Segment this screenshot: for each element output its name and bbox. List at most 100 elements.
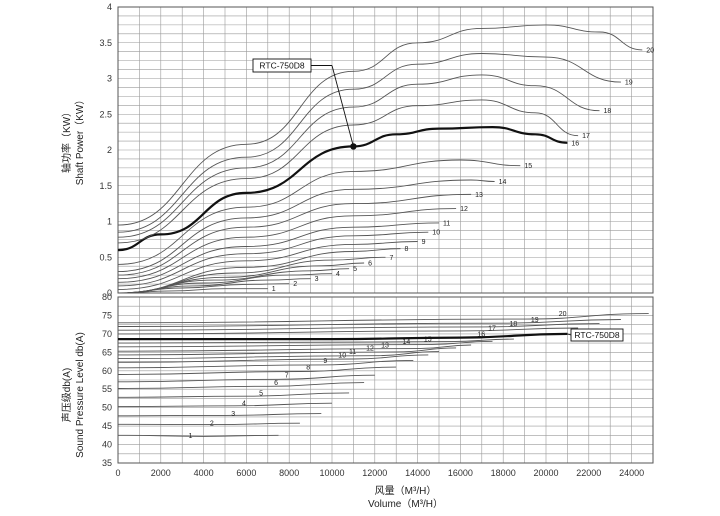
series-curve-13	[117, 344, 472, 352]
series-curve-9	[117, 241, 418, 290]
series-label-20: 20	[646, 47, 654, 54]
x-tick-label: 2000	[151, 468, 171, 478]
series-label-14: 14	[403, 339, 411, 346]
series-label-6: 6	[368, 260, 372, 267]
x-tick-label: 24000	[619, 468, 644, 478]
series-curve-10	[117, 354, 429, 363]
series-curve-1	[117, 288, 268, 294]
x-axis-title-cn: 风量（M³/H）	[375, 485, 437, 497]
series-label-2: 2	[293, 281, 297, 288]
y-tick-label: 2	[107, 145, 112, 155]
x-tick-label: 12000	[362, 468, 387, 478]
callout-leader	[567, 333, 572, 336]
y-tick-label: 0	[107, 288, 112, 298]
y-tick-label: 2.5	[99, 109, 112, 119]
y-tick-label: 45	[102, 421, 112, 431]
series-label-19: 19	[531, 317, 539, 324]
series-curve-8	[117, 366, 397, 375]
series-label-18: 18	[510, 321, 518, 328]
y-tick-label: 80	[102, 292, 112, 302]
series-label-8: 8	[404, 246, 408, 253]
x-tick-label: 10000	[319, 468, 344, 478]
y-tick-label: 1.5	[99, 181, 112, 191]
series-curve-5	[117, 392, 350, 398]
series-label-1: 1	[272, 286, 276, 293]
series-curve-9	[117, 359, 414, 369]
series-label-7: 7	[285, 373, 289, 380]
x-tick-label: 22000	[576, 468, 601, 478]
series-label-15: 15	[524, 163, 532, 170]
series-label-7: 7	[390, 255, 394, 262]
series-curve-1	[117, 434, 279, 437]
y-axis-title: Sound Pressure Level db(A)	[75, 332, 86, 458]
series-curve-11	[117, 351, 440, 360]
series-curve-18	[117, 74, 600, 238]
callout-text: RTC-750D8	[574, 330, 619, 340]
series-curve-11	[117, 222, 440, 283]
y-tick-label: 55	[102, 384, 112, 394]
y-tick-label: 0.5	[99, 252, 112, 262]
y-tick-label: 50	[102, 403, 112, 413]
series-curve-18	[117, 323, 600, 331]
series-label-5: 5	[353, 266, 357, 273]
series-curve-12	[117, 347, 457, 356]
series-curve-17	[117, 99, 579, 244]
series-curve-17	[117, 327, 579, 335]
series-curve-13	[117, 193, 472, 276]
series-curve-14	[117, 340, 493, 348]
series-curve-16	[117, 332, 568, 341]
series-label-12: 12	[460, 206, 468, 213]
series-label-4: 4	[242, 401, 246, 408]
series-label-19: 19	[625, 80, 633, 87]
y-axis-title-cn: 轴功率（KW）	[60, 107, 73, 173]
volume-axis: 0 2000 4000 6000 8000 10000 12000 14000 16000 180…	[115, 468, 644, 510]
series-label-9: 9	[422, 239, 426, 246]
series-curve-19	[117, 53, 621, 233]
y-tick-label: 40	[102, 440, 112, 450]
x-tick-label: 8000	[279, 468, 299, 478]
plot-frame	[117, 296, 654, 464]
series-label-1: 1	[189, 433, 193, 440]
series-curve-3	[117, 413, 322, 417]
series-curve-4	[117, 402, 333, 408]
series-curve-15	[117, 159, 521, 265]
x-tick-label: 20000	[533, 468, 558, 478]
y-tick-label: 4	[107, 2, 112, 12]
series-label-14: 14	[499, 179, 507, 186]
callout-box	[570, 328, 624, 342]
y-tick-label: 70	[102, 329, 112, 339]
series-label-3: 3	[315, 276, 319, 283]
series-curve-16	[117, 125, 568, 252]
x-tick-label: 16000	[448, 468, 473, 478]
series-label-11: 11	[349, 349, 356, 356]
series-curve-20	[117, 313, 649, 324]
series-label-9: 9	[323, 358, 327, 365]
series-curve-8	[117, 248, 401, 294]
y-tick-label: 60	[102, 366, 112, 376]
series-label-8: 8	[306, 365, 310, 372]
x-tick-label: 4000	[194, 468, 214, 478]
series-curve-19	[117, 319, 621, 327]
y-tick-label: 65	[102, 347, 112, 357]
series-label-11: 11	[443, 220, 450, 227]
x-tick-label: 0	[115, 468, 120, 478]
series-label-3: 3	[231, 411, 235, 418]
y-axis-title: Shaft Power（KW）	[74, 95, 86, 186]
x-tick-label: 14000	[405, 468, 430, 478]
x-axis-title: Volume（M³/H）	[368, 498, 443, 510]
series-label-15: 15	[424, 337, 432, 344]
series-label-6: 6	[274, 380, 278, 387]
y-tick-label: 35	[102, 458, 112, 468]
y-tick-label: 75	[102, 310, 112, 320]
series-curve-2	[117, 422, 300, 426]
series-label-20: 20	[559, 311, 567, 318]
series-label-17: 17	[488, 325, 496, 332]
series-curve-20	[117, 24, 643, 226]
y-tick-label: 3	[107, 74, 112, 84]
series-curve-6	[117, 382, 365, 389]
series-curve-7	[117, 374, 375, 383]
x-tick-label: 18000	[491, 468, 516, 478]
